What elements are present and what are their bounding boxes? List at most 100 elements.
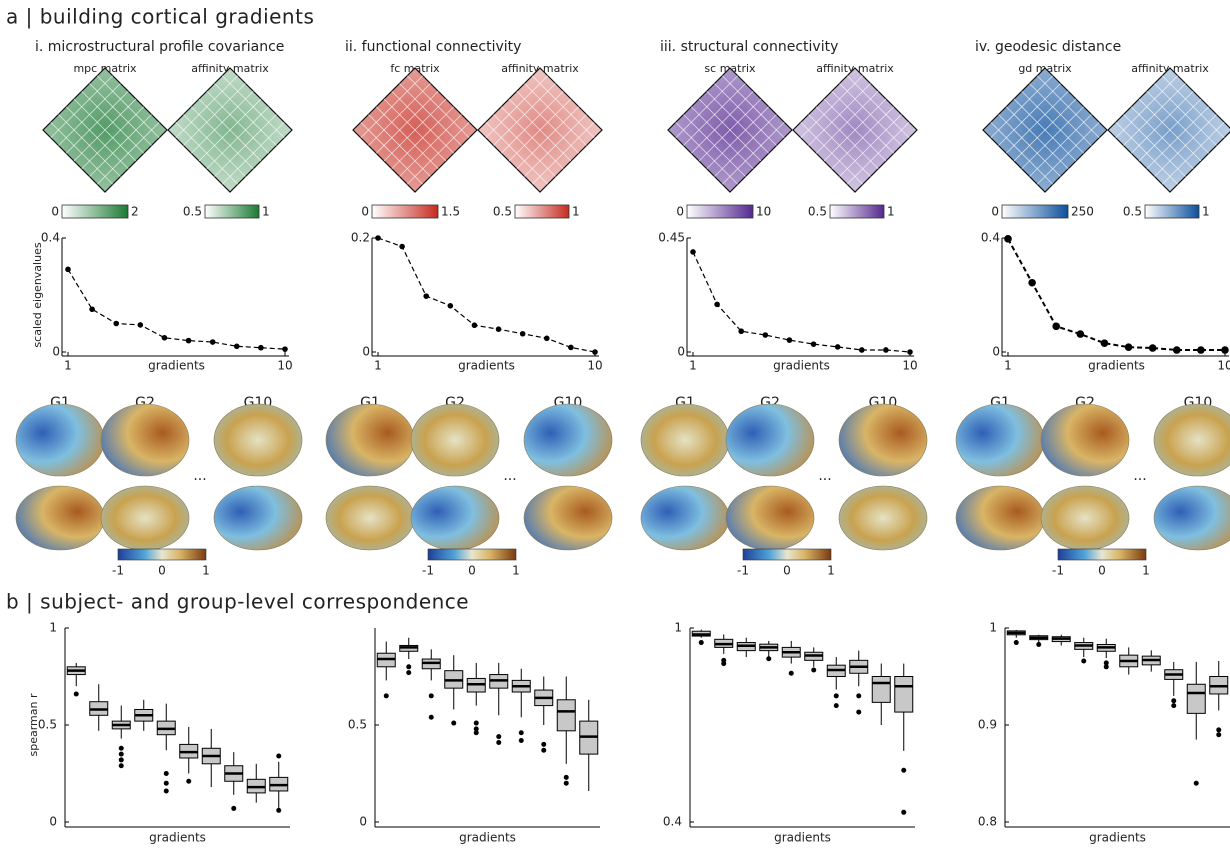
brain-colorbar-label: 1 bbox=[1142, 564, 1150, 578]
brain bbox=[726, 404, 814, 476]
x-axis-label: gradients bbox=[1089, 831, 1146, 845]
brain bbox=[326, 404, 414, 476]
x-tick-label: 1 bbox=[689, 359, 697, 373]
box bbox=[1187, 684, 1205, 713]
brain-colorbar bbox=[1058, 549, 1146, 560]
point bbox=[1173, 346, 1181, 354]
outlier bbox=[1216, 727, 1221, 732]
point bbox=[423, 293, 429, 299]
line bbox=[68, 269, 285, 349]
point bbox=[811, 341, 817, 347]
x-tick-label: 10 bbox=[1217, 359, 1230, 373]
panel-title: ii. functional connectivity bbox=[345, 39, 521, 55]
point bbox=[234, 344, 240, 350]
colorbar-label: 1 bbox=[572, 205, 580, 219]
brain-colorbar-label: -1 bbox=[737, 564, 749, 578]
outlier bbox=[901, 768, 906, 773]
y-tick-label: 0 bbox=[677, 345, 685, 359]
outlier bbox=[164, 771, 169, 776]
brain bbox=[839, 486, 927, 550]
point bbox=[113, 321, 119, 327]
outlier bbox=[811, 668, 816, 673]
outlier bbox=[231, 806, 236, 811]
x-axis-label: gradients bbox=[773, 359, 830, 373]
y-tick-label: 0 bbox=[359, 815, 367, 829]
figure: a | building cortical gradients b | subj… bbox=[0, 0, 1230, 850]
colorbar bbox=[515, 205, 569, 218]
colorbar-label: 0 bbox=[676, 205, 684, 219]
outlier bbox=[789, 671, 794, 676]
box bbox=[872, 677, 890, 703]
brain-colorbar-label: -1 bbox=[1052, 564, 1064, 578]
colorbar-label: 250 bbox=[1071, 205, 1094, 219]
outlier bbox=[766, 656, 771, 661]
y-tick-label: 0 bbox=[52, 345, 60, 359]
ellipsis: ... bbox=[193, 468, 206, 484]
brain bbox=[16, 486, 104, 550]
ellipsis: ... bbox=[503, 468, 516, 484]
y-tick-label: 0.8 bbox=[978, 815, 997, 829]
colorbar bbox=[372, 205, 438, 218]
brain bbox=[214, 486, 302, 550]
x-tick-label: 1 bbox=[374, 359, 382, 373]
outlier bbox=[721, 661, 726, 666]
point bbox=[472, 322, 478, 328]
colorbar-label: 1 bbox=[1202, 205, 1210, 219]
point bbox=[1004, 235, 1012, 243]
brain bbox=[641, 486, 729, 550]
point bbox=[1101, 339, 1109, 347]
brain bbox=[839, 404, 927, 476]
x-axis-label: gradients bbox=[1088, 359, 1145, 373]
brain bbox=[326, 486, 414, 550]
brain bbox=[101, 404, 189, 476]
outlier bbox=[541, 742, 546, 747]
outlier bbox=[834, 703, 839, 708]
box bbox=[557, 700, 575, 731]
brain bbox=[16, 404, 104, 476]
outlier bbox=[276, 808, 281, 813]
panel-title: i. microstructural profile covariance bbox=[35, 39, 284, 55]
brain bbox=[1041, 404, 1129, 476]
outlier bbox=[474, 721, 479, 726]
outlier bbox=[276, 754, 281, 759]
colorbar bbox=[1145, 205, 1199, 218]
colorbar bbox=[687, 205, 753, 218]
panel-title: iii. structural connectivity bbox=[660, 39, 838, 55]
colorbar bbox=[830, 205, 884, 218]
point bbox=[568, 345, 574, 351]
brain-colorbar-label: -1 bbox=[112, 564, 124, 578]
brain bbox=[1154, 404, 1230, 476]
y-tick-label: 0 bbox=[49, 815, 57, 829]
brain bbox=[1041, 486, 1129, 550]
y-tick-label: 0.9 bbox=[978, 718, 997, 732]
brain-colorbar-label: 1 bbox=[512, 564, 520, 578]
point bbox=[162, 335, 168, 341]
point bbox=[258, 345, 264, 351]
colorbar bbox=[205, 205, 259, 218]
outlier bbox=[474, 730, 479, 735]
outlier bbox=[186, 779, 191, 784]
outlier bbox=[164, 781, 169, 786]
point bbox=[1197, 346, 1205, 354]
outlier bbox=[519, 738, 524, 743]
brain-colorbar-label: 0 bbox=[158, 564, 166, 578]
outlier bbox=[406, 664, 411, 669]
y-tick-label: 1 bbox=[674, 621, 682, 635]
brain bbox=[524, 404, 612, 476]
y-axis-label: spearman r bbox=[27, 693, 40, 756]
brain bbox=[101, 486, 189, 550]
colorbar-label: 2 bbox=[131, 205, 139, 219]
outlier bbox=[429, 693, 434, 698]
line bbox=[1008, 239, 1225, 350]
outlier bbox=[856, 693, 861, 698]
point bbox=[883, 347, 889, 353]
ellipsis: ... bbox=[818, 468, 831, 484]
outlier bbox=[541, 748, 546, 753]
colorbar-label: 1 bbox=[262, 205, 270, 219]
outlier bbox=[429, 715, 434, 720]
brain-colorbar-label: 0 bbox=[468, 564, 476, 578]
outlier bbox=[1104, 664, 1109, 669]
colorbar-label: 0.5 bbox=[493, 205, 512, 219]
point bbox=[1125, 343, 1133, 351]
x-axis-label: gradients bbox=[459, 831, 516, 845]
